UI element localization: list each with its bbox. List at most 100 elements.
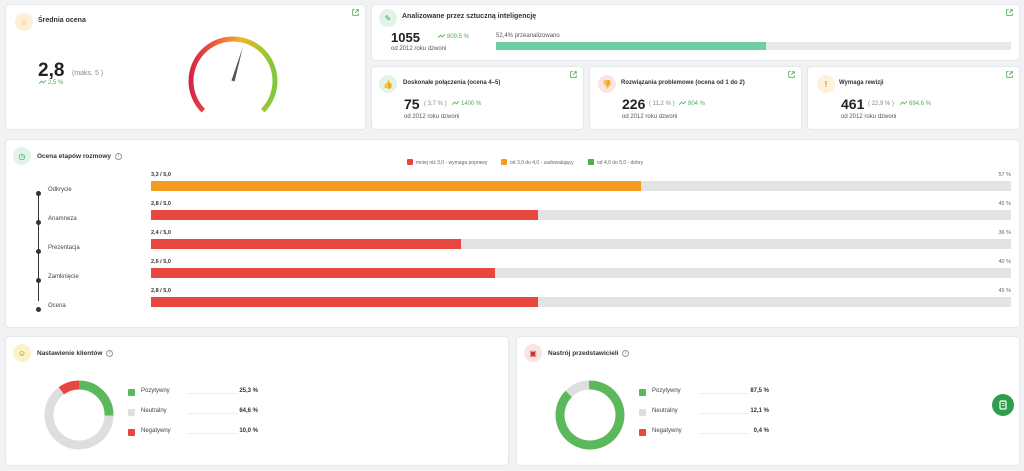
kpi-trend: 1400 % — [451, 101, 481, 107]
legend-divider — [699, 433, 749, 434]
legend-label: Negatywny — [141, 428, 171, 434]
legend-row: Negatywny 0,4 % — [639, 428, 769, 438]
legend-swatch — [588, 159, 594, 165]
kpi-count: 75 — [404, 96, 420, 112]
legend-swatch — [128, 409, 135, 416]
ai-since: od 2012 roku dzwoni — [391, 46, 447, 52]
donut-slice — [78, 380, 114, 416]
stage-name: Anamneza — [48, 216, 77, 222]
legend-divider — [188, 393, 238, 394]
exclamation-icon: ! — [817, 75, 835, 93]
stage-bar-fill — [151, 239, 461, 249]
ai-analyzed-card: ✎ Analizowane przez sztuczną inteligencj… — [372, 5, 1019, 60]
ai-trend: 809,5 % — [437, 34, 469, 40]
legend-swatch — [128, 429, 135, 436]
info-icon[interactable]: i — [622, 350, 630, 357]
stage-bar-fill — [151, 297, 538, 307]
legend-swatch — [128, 389, 135, 396]
kpi-percentage: ( 11,2 % ) — [649, 101, 675, 107]
stage-score: 2,6 / 5,0 — [151, 259, 171, 265]
stage-bar — [151, 239, 1011, 249]
ai-count: 1055 — [391, 30, 420, 45]
legend-label: Pozytywny — [141, 388, 170, 394]
legend-value: 87,5 % — [750, 388, 769, 394]
legend-swatch — [639, 429, 646, 436]
rep-mood-card: ▣ Nastrój przedstawicieli i Pozytywny 87,5… — [517, 337, 1019, 465]
external-link-icon[interactable] — [788, 71, 795, 78]
stage-bar — [151, 181, 1011, 191]
legend-label: Neutralny — [652, 408, 678, 414]
kpi-since: od 2012 roku dzwoni — [841, 114, 897, 120]
kpi-trend: 694,6 % — [899, 101, 931, 107]
info-icon[interactable]: i — [106, 350, 114, 357]
smiley-icon: ☺ — [13, 344, 31, 362]
calendar-icon: ▣ — [524, 344, 542, 362]
ai-progress-label: 52,4% przeanalizowano — [496, 33, 560, 39]
stage-percent: 36 % — [998, 230, 1011, 236]
kpi-since: od 2012 roku dzwoni — [622, 114, 678, 120]
card-title: Wymaga rewizji — [839, 80, 884, 86]
legend-divider — [699, 393, 749, 394]
donut-slice — [58, 380, 80, 395]
legend-label: od 4,0 do 5,0 - dobry — [597, 160, 644, 166]
stage-score: 2,8 / 5,0 — [151, 288, 171, 294]
legend-label: od 3,0 do 4,0 - zadowalający — [510, 160, 574, 166]
notes-button[interactable] — [992, 394, 1014, 416]
stage-percent: 57 % — [998, 172, 1011, 178]
stage-bar-fill — [151, 210, 538, 220]
legend-value: 12,1 % — [750, 408, 769, 414]
average-rating-card: ☆ Średnia ocena 2,8 (maks. 5 ) 2,5 % — [6, 5, 365, 129]
kpi-percentage: ( 3,7 % ) — [424, 101, 447, 107]
stage-percent: 45 % — [998, 201, 1011, 207]
stage-name: Odkrycie — [48, 187, 72, 193]
kpi-count: 226 — [622, 96, 646, 112]
timeline-dot — [36, 191, 41, 196]
legend-swatch — [501, 159, 507, 165]
external-link-icon[interactable] — [570, 71, 577, 78]
card-title: Analizowane przez sztuczną inteligencję — [402, 13, 537, 20]
stage-bar-fill — [151, 268, 495, 278]
stage-bar — [151, 210, 1011, 220]
card-title: Nastrój przedstawicieli i — [548, 350, 630, 357]
external-link-icon[interactable] — [352, 9, 359, 16]
client-sentiment-card: ☺ Nastawienie klientów i Pozytywny 25,3 % N… — [6, 337, 508, 465]
average-trend: 2,5 % — [38, 80, 63, 86]
donut-slice — [565, 380, 590, 398]
rep-mood-donut — [555, 380, 625, 450]
stage-name: Prezentacja — [48, 245, 80, 251]
kpi-card-review: ! Wymaga rewizji 461 ( 22,9 % ) 694,6 % … — [808, 67, 1019, 129]
legend-row: Neutralny 12,1 % — [639, 408, 769, 418]
stage-bar — [151, 268, 1011, 278]
ai-progress-fill — [496, 42, 766, 50]
legend-value: 10,0 % — [239, 428, 258, 434]
external-link-icon[interactable] — [1006, 9, 1013, 16]
legend-swatch — [639, 409, 646, 416]
donut-slice — [555, 380, 625, 450]
kpi-trend: 804 % — [678, 101, 705, 107]
legend-value: 0,4 % — [753, 428, 769, 434]
legend-swatch — [407, 159, 413, 165]
info-icon[interactable]: i — [115, 153, 123, 160]
legend-divider — [188, 413, 238, 414]
legend-row: Pozytywny 87,5 % — [639, 388, 769, 398]
stage-score: 2,8 / 5,0 — [151, 201, 171, 207]
card-title: Rozwiązania problemowe (ocena od 1 do 2) — [621, 80, 745, 86]
external-link-icon[interactable] — [1006, 71, 1013, 78]
thumbs-down-icon: 👎 — [598, 75, 616, 93]
timeline-dot — [36, 278, 41, 283]
stage-name: Zamknięcie — [48, 274, 79, 280]
rating-gauge — [188, 36, 278, 113]
stage-bar — [151, 297, 1011, 307]
legend-value: 25,3 % — [239, 388, 258, 394]
legend-row: Pozytywny 25,3 % — [128, 388, 258, 398]
average-rating-value: 2,8 — [38, 60, 65, 81]
legend-label: Neutralny — [141, 408, 167, 414]
stage-score: 3,3 / 5,0 — [151, 172, 171, 178]
kpi-card-problematic: 👎 Rozwiązania problemowe (ocena od 1 do … — [590, 67, 801, 129]
legend-swatch — [639, 389, 646, 396]
ai-progress-bar — [496, 42, 1011, 50]
max-rating-label: (maks. 5 ) — [72, 70, 104, 77]
card-title: Doskonałe połączenia (ocena 4–5) — [403, 80, 501, 86]
kpi-count: 461 — [841, 96, 865, 112]
client-sentiment-donut — [44, 380, 114, 450]
